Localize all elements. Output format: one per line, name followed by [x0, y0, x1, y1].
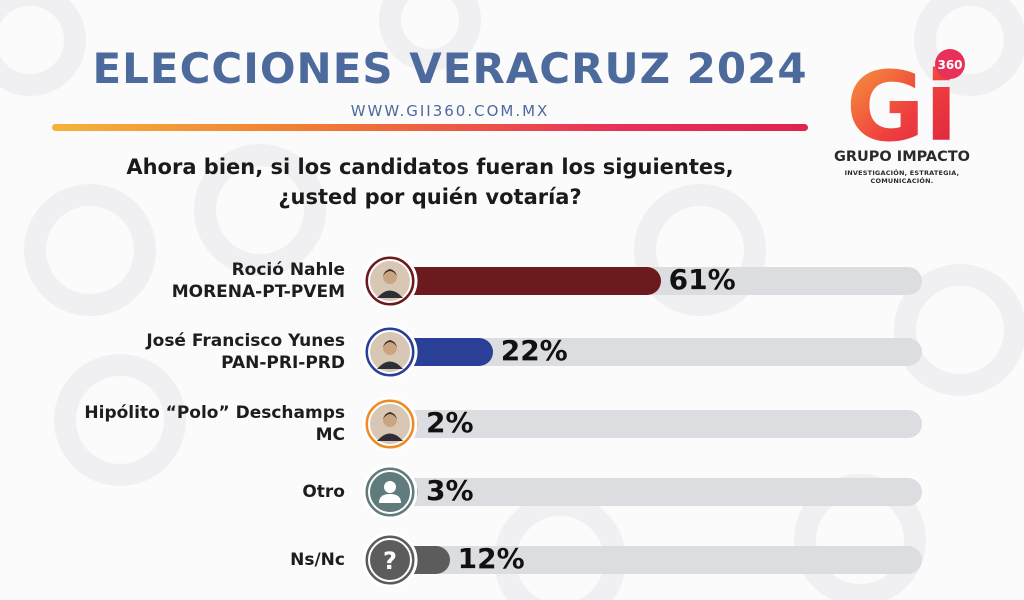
photo-icon: [362, 396, 418, 452]
title-divider: [52, 124, 808, 131]
bar-label-line2: PAN-PRI-PRD: [221, 353, 345, 373]
bar-value-label: 22%: [500, 334, 568, 367]
bar-label: Roció Nahle MORENA-PT-PVEM: [172, 259, 345, 303]
bar-label-line2: MORENA-PT-PVEM: [171, 282, 345, 302]
svg-text:?: ?: [383, 547, 397, 575]
survey-question: Ahora bien, si los candidatos fueran los…: [40, 152, 820, 212]
badge-360-icon: [935, 49, 965, 79]
bar-track: [370, 410, 922, 438]
bar-label-line2: MC: [315, 425, 345, 445]
question-line-1: Ahora bien, si los candidatos fueran los…: [126, 155, 734, 179]
bar-label-line1: Ns/Nc: [290, 550, 345, 570]
bar-label-line1: Roció Nahle: [231, 260, 345, 280]
page-title: ELECCIONES VERACRUZ 2024: [92, 44, 808, 93]
photo-icon: [362, 253, 418, 309]
bar-fill: [370, 267, 661, 295]
bar-track: [370, 546, 922, 574]
question-line-2: ¿usted por quién votaría?: [278, 185, 582, 209]
avatar: [362, 396, 418, 452]
bar-track: [370, 478, 922, 506]
bar-label: Hipólito “Polo” Deschamps MC: [84, 402, 345, 446]
bar-value-label: 61%: [668, 263, 736, 296]
bar-label-line1: José Francisco Yunes: [146, 331, 345, 351]
website-url[interactable]: WWW.GII360.COM.MX: [350, 102, 550, 120]
logo-tagline: INVESTIGACIÓN, ESTRATEGIA, COMUNICACIÓN.: [844, 169, 960, 185]
question-icon: ?: [362, 532, 418, 588]
photo-icon: [362, 324, 418, 380]
grupo-impacto-logo: Gi 360 GRUPO IMPACTO INVESTIGACIÓN, ESTR…: [812, 46, 1002, 186]
avatar: ?: [362, 532, 418, 588]
bar-label-line1: Hipólito “Polo” Deschamps: [84, 403, 345, 423]
gi-logo-mark: Gi 360: [846, 49, 965, 163]
avatar: [362, 253, 418, 309]
bar-label: Otro: [302, 481, 345, 503]
bar-value-label: 12%: [457, 542, 525, 575]
person-icon: [362, 464, 418, 520]
logo-name: GRUPO IMPACTO: [833, 149, 971, 165]
avatar: [362, 464, 418, 520]
bar-label-line1: Otro: [302, 482, 345, 502]
bar-value-label: 3%: [426, 474, 474, 507]
bar-label: Ns/Nc: [290, 549, 345, 571]
bar-value-label: 2%: [426, 406, 474, 439]
logo-badge-text: 360: [937, 58, 962, 72]
avatar: [362, 324, 418, 380]
bar-label: José Francisco Yunes PAN-PRI-PRD: [146, 330, 345, 374]
